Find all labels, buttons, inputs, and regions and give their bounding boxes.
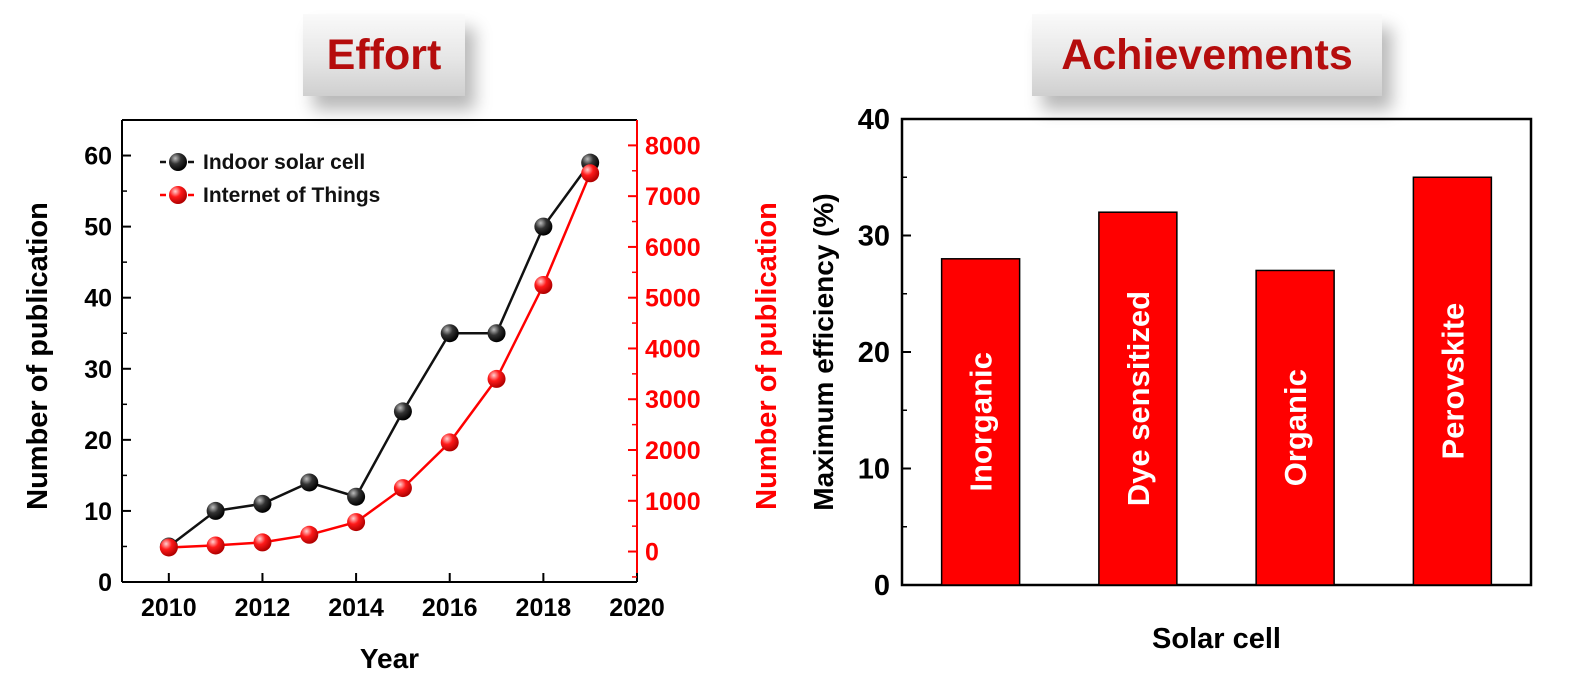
data-point xyxy=(440,324,459,343)
left-y-tick-label: 40 xyxy=(84,285,112,313)
bar-x-axis-label: Solar cell xyxy=(1152,623,1281,655)
right-y-tick-label: 4000 xyxy=(645,335,701,363)
data-point xyxy=(393,402,412,421)
left-y-tick-label: 20 xyxy=(84,427,112,455)
bar-category-label: Dye sensitized xyxy=(1121,291,1156,506)
data-point xyxy=(300,525,319,544)
series-line-0 xyxy=(168,161,592,548)
data-point xyxy=(159,538,178,557)
data-point xyxy=(487,324,506,343)
data-point xyxy=(393,479,412,498)
bar xyxy=(1098,211,1178,586)
effort-banner: Effort xyxy=(303,14,465,96)
data-point xyxy=(534,217,553,236)
right-y-tick-label: 5000 xyxy=(645,285,701,313)
right-y-axis-label: Number of publication xyxy=(751,202,783,510)
left-y-tick-label: 10 xyxy=(84,498,112,526)
data-point xyxy=(253,533,272,552)
legend-label: Indoor solar cell xyxy=(203,151,365,174)
left-y-axis-label: Number of publication xyxy=(22,202,54,510)
bar xyxy=(1412,176,1493,586)
right-y-tick-label: 8000 xyxy=(645,132,701,160)
left-y-tick-label: 60 xyxy=(84,143,112,171)
data-point xyxy=(253,494,272,513)
right-y-tick-label: 2000 xyxy=(645,437,701,465)
bar-y-tick-label: 10 xyxy=(858,454,890,486)
bar-y-axis-label: Maximum efficiency (%) xyxy=(808,193,839,510)
data-point xyxy=(487,369,506,388)
x-tick-label: 2014 xyxy=(328,594,384,622)
right-y-tick-label: 7000 xyxy=(645,183,701,211)
legend-marker xyxy=(169,153,187,171)
data-point xyxy=(206,536,225,555)
right-y-tick-label: 1000 xyxy=(645,488,701,516)
data-point xyxy=(206,501,225,520)
x-tick-label: 2010 xyxy=(141,594,197,622)
right-y-tick-label: 0 xyxy=(645,539,659,567)
legend-label: Internet of Things xyxy=(203,184,380,207)
bar-y-tick-label: 40 xyxy=(858,104,890,136)
data-point xyxy=(347,487,366,506)
bar xyxy=(940,258,1021,586)
bar-y-tick-label: 0 xyxy=(874,570,890,602)
data-point xyxy=(347,513,366,532)
left-y-tick-label: 50 xyxy=(84,214,112,242)
left-y-tick-label: 0 xyxy=(98,569,112,597)
x-axis-label: Year xyxy=(360,643,419,674)
right-y-tick-label: 3000 xyxy=(645,386,701,414)
data-point xyxy=(581,164,600,183)
bar-category-label: Organic xyxy=(1278,369,1313,486)
right-y-tick-label: 6000 xyxy=(645,234,701,262)
x-tick-label: 2018 xyxy=(516,594,572,622)
bar-category-label: Inorganic xyxy=(964,352,999,492)
x-tick-label: 2016 xyxy=(422,594,478,622)
legend-marker xyxy=(169,186,187,204)
data-point xyxy=(534,276,553,294)
data-point xyxy=(440,433,459,452)
bar xyxy=(1255,269,1335,586)
x-tick-label: 2020 xyxy=(609,594,665,622)
data-point xyxy=(300,473,319,492)
bar-y-tick-label: 30 xyxy=(858,221,890,253)
left-y-tick-label: 30 xyxy=(84,356,112,384)
bar-category-label: Perovskite xyxy=(1435,303,1470,460)
achievements-banner: Achievements xyxy=(1032,14,1382,96)
bar-y-tick-label: 20 xyxy=(858,337,890,369)
series-line-1 xyxy=(168,172,592,549)
x-tick-label: 2012 xyxy=(235,594,291,622)
